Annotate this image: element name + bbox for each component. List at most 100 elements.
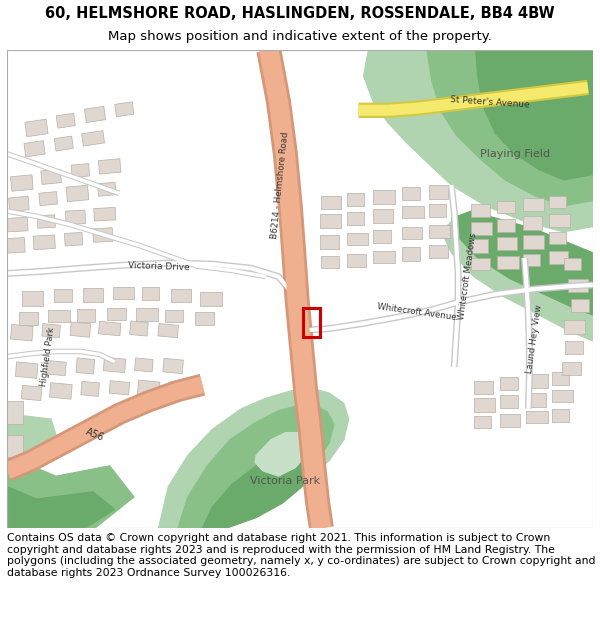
Bar (158, 324, 178, 338)
Bar (563, 258, 581, 271)
Bar (471, 204, 490, 217)
Bar (50, 382, 72, 399)
Bar (500, 414, 520, 428)
Bar (474, 416, 491, 428)
Bar (166, 310, 183, 322)
Bar (303, 308, 320, 337)
Bar (429, 246, 448, 258)
Bar (98, 159, 121, 174)
Bar (82, 131, 104, 146)
Bar (22, 291, 43, 306)
Bar (136, 308, 158, 321)
Bar (373, 230, 391, 243)
Bar (33, 235, 55, 249)
Bar (11, 175, 33, 191)
Text: B6214 - Helmshore Road: B6214 - Helmshore Road (271, 131, 290, 239)
Text: Victoria Park: Victoria Park (250, 476, 320, 486)
Bar (500, 395, 518, 408)
Bar (93, 228, 113, 242)
Bar (7, 434, 23, 457)
Polygon shape (476, 50, 593, 180)
Bar (54, 289, 71, 301)
Bar (497, 256, 518, 269)
Bar (25, 119, 48, 137)
Bar (7, 401, 23, 424)
Bar (83, 288, 103, 301)
Bar (320, 214, 341, 228)
Bar (103, 357, 126, 372)
Bar (497, 201, 515, 213)
Bar (471, 221, 492, 235)
Bar (64, 232, 83, 246)
Bar (347, 254, 367, 268)
Bar (322, 196, 341, 209)
Bar (65, 210, 86, 224)
Bar (347, 194, 364, 206)
Bar (474, 381, 493, 394)
Bar (562, 362, 581, 376)
Bar (169, 382, 187, 396)
Bar (46, 361, 66, 376)
Bar (137, 380, 160, 396)
Bar (403, 248, 420, 261)
Bar (403, 227, 422, 239)
Bar (429, 224, 451, 238)
Bar (347, 212, 364, 224)
Text: Laund Hey View: Laund Hey View (525, 304, 544, 374)
Bar (471, 258, 490, 271)
Bar (71, 164, 89, 177)
Bar (77, 309, 95, 322)
Text: 60, HELMSHORE ROAD, HASLINGDEN, ROSSENDALE, BB4 4BW: 60, HELMSHORE ROAD, HASLINGDEN, ROSSENDA… (45, 6, 555, 21)
Text: Map shows position and indicative extent of the property.: Map shows position and indicative extent… (108, 30, 492, 43)
Bar (526, 374, 548, 388)
Bar (66, 185, 89, 202)
Bar (115, 102, 134, 117)
Bar (130, 321, 148, 336)
Text: Playing Field: Playing Field (479, 149, 550, 159)
Polygon shape (7, 414, 61, 466)
Bar (474, 398, 495, 412)
Bar (194, 312, 214, 326)
Polygon shape (7, 456, 134, 528)
Bar (373, 251, 395, 263)
Bar (429, 185, 448, 199)
Bar (565, 341, 583, 354)
Polygon shape (442, 216, 593, 341)
Polygon shape (158, 388, 349, 528)
Bar (549, 251, 568, 264)
Bar (549, 214, 571, 227)
Bar (142, 287, 160, 301)
Bar (552, 409, 569, 422)
Polygon shape (178, 406, 334, 528)
Bar (22, 386, 42, 401)
Bar (526, 411, 548, 423)
Bar (16, 362, 38, 378)
Bar (76, 358, 95, 374)
Bar (322, 256, 339, 268)
Polygon shape (451, 211, 593, 315)
Bar (497, 237, 517, 249)
Bar (94, 208, 116, 221)
Text: Whitecroft Meadows: Whitecroft Meadows (457, 232, 478, 321)
Bar (500, 378, 518, 390)
Bar (403, 206, 424, 218)
Polygon shape (255, 432, 308, 476)
Bar (85, 106, 106, 123)
Text: Victoria Drive: Victoria Drive (128, 261, 190, 272)
Text: Whitecroft Avenue: Whitecroft Avenue (377, 302, 457, 322)
Bar (523, 198, 544, 211)
Bar (37, 215, 55, 228)
Bar (109, 381, 130, 395)
Bar (549, 232, 566, 244)
Bar (54, 136, 73, 151)
Bar (347, 233, 368, 246)
Text: Highfield Park: Highfield Park (40, 326, 57, 387)
Bar (8, 196, 29, 211)
Text: St Peter's Avenue: St Peter's Avenue (450, 95, 530, 109)
Bar (552, 390, 573, 402)
Bar (5, 238, 25, 253)
Bar (134, 358, 153, 372)
Bar (163, 358, 184, 374)
Bar (373, 191, 395, 204)
Bar (549, 196, 566, 208)
